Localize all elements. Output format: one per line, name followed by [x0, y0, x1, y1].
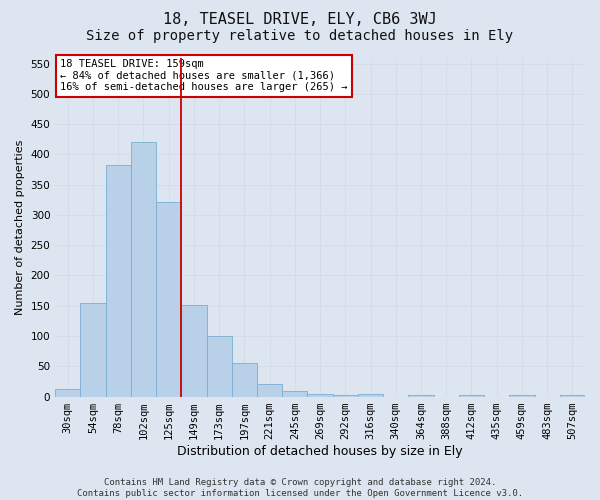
Text: 18 TEASEL DRIVE: 159sqm
← 84% of detached houses are smaller (1,366)
16% of semi: 18 TEASEL DRIVE: 159sqm ← 84% of detache… — [61, 59, 348, 92]
Bar — [282, 390, 307, 396]
Bar — [307, 394, 332, 396]
Y-axis label: Number of detached properties: Number of detached properties — [15, 140, 25, 314]
Text: 18, TEASEL DRIVE, ELY, CB6 3WJ: 18, TEASEL DRIVE, ELY, CB6 3WJ — [163, 12, 437, 28]
Bar — [358, 394, 383, 396]
X-axis label: Distribution of detached houses by size in Ely: Distribution of detached houses by size … — [177, 444, 463, 458]
Text: Contains HM Land Registry data © Crown copyright and database right 2024.
Contai: Contains HM Land Registry data © Crown c… — [77, 478, 523, 498]
Bar — [131, 142, 156, 396]
Bar — [332, 395, 358, 396]
Bar — [232, 364, 257, 396]
Bar — [156, 202, 181, 396]
Bar — [206, 336, 232, 396]
Bar — [106, 164, 131, 396]
Bar — [55, 388, 80, 396]
Bar — [560, 395, 585, 396]
Bar — [181, 304, 206, 396]
Text: Size of property relative to detached houses in Ely: Size of property relative to detached ho… — [86, 29, 514, 43]
Bar — [409, 395, 434, 396]
Bar — [80, 302, 106, 396]
Bar — [257, 384, 282, 396]
